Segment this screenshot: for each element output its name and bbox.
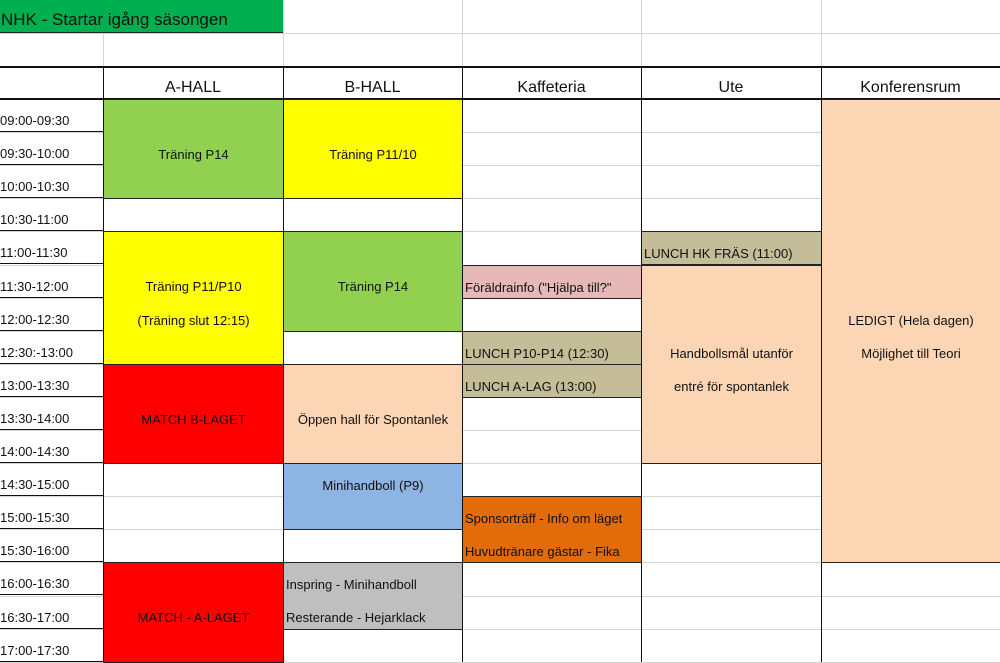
event-block[interactable]: Träning P11/10 [283, 99, 463, 200]
event-label: entré för spontanlek [674, 378, 789, 394]
event-label: MATCH B-LAGET [141, 411, 246, 427]
event-label: LUNCH P10-P14 (12:30) [465, 345, 609, 361]
event-block[interactable]: Öppen hall för Spontanlek [283, 363, 463, 465]
time-cell[interactable]: 10:30-11:00 [0, 198, 103, 232]
event-label: Möjlighet till Teori [861, 345, 961, 361]
column-border [283, 66, 284, 662]
time-cell[interactable]: 14:30-15:00 [0, 463, 103, 497]
event-block[interactable]: Minihandboll (P9) [283, 463, 463, 531]
event-label: Öppen hall för Spontanlek [297, 411, 449, 427]
event-label: Minihandboll (P9) [322, 478, 424, 494]
gridline [0, 595, 1000, 597]
event-label: Resterande - Hejarklack [286, 610, 426, 626]
event-label: (Träning slut 12:15) [137, 312, 250, 328]
gridline [0, 628, 1000, 630]
event-label: Träning P11/P10 [145, 279, 242, 295]
time-cell[interactable]: 15:00-15:30 [0, 496, 103, 530]
event-label: Träning P14 [158, 147, 229, 163]
column-border [462, 66, 463, 662]
event-block[interactable]: Föräldrainfo ("Hjälpa till?" [462, 264, 642, 299]
gridline [0, 165, 1000, 167]
event-label: Sponsorträff - Info om läget [465, 511, 623, 527]
event-block[interactable]: LUNCH P10-P14 (12:30) [462, 330, 642, 365]
event-block[interactable]: LUNCH HK FRÄS (11:00) [641, 231, 822, 266]
time-cell[interactable]: 11:30-12:00 [0, 265, 103, 298]
column-border [641, 66, 642, 662]
gridline [0, 132, 1000, 134]
event-label: LEDIGT (Hela dagen) [848, 312, 974, 328]
gridline [0, 33, 1000, 34]
event-label: MATCH - A-LAGET [137, 610, 250, 626]
column-header-konferensrum[interactable]: Konferensrum [821, 66, 1000, 100]
event-label: Handbollsmål utanför [670, 345, 793, 361]
time-cell[interactable]: 09:30-10:00 [0, 132, 103, 166]
column-header-ute[interactable]: Ute [641, 66, 821, 100]
event-block[interactable]: MATCH - A-LAGET [103, 562, 284, 663]
event-label: Huvudtränare gästar - Fika [465, 544, 620, 560]
column-header-kaffeteria[interactable]: Kaffeteria [462, 66, 641, 100]
time-cell[interactable]: 12:30:-13:00 [0, 331, 103, 364]
event-label: LUNCH A-LAG (13:00) [465, 378, 597, 394]
event-label: Träning P14 [337, 279, 409, 295]
event-block[interactable]: MATCH B-LAGET [103, 363, 284, 465]
time-cell[interactable]: 09:00-09:30 [0, 99, 103, 132]
gridline [0, 430, 1000, 431]
event-label: LUNCH HK FRÄS (11:00) [644, 246, 793, 262]
time-cell[interactable]: 10:00-10:30 [0, 165, 103, 199]
event-label: Föräldrainfo ("Hjälpa till?" [465, 279, 612, 295]
time-cell[interactable]: 11:00-11:30 [0, 231, 103, 265]
time-cell[interactable]: 12:00-12:30 [0, 298, 103, 331]
time-cell[interactable]: 16:00-16:30 [0, 562, 103, 596]
time-cell[interactable]: 13:30-14:00 [0, 397, 103, 430]
event-label: Inspring - Minihandboll [286, 577, 417, 593]
sheet-title[interactable]: NHK - Startar igång säsongen [0, 0, 283, 33]
time-cell[interactable]: 16:30-17:00 [0, 596, 103, 629]
column-border [103, 66, 104, 662]
event-block[interactable]: Sponsorträff - Info om läget Huvudtränare… [462, 496, 642, 564]
event-block[interactable]: Handbollsmål utanför entré för spontanlek [641, 264, 822, 465]
time-cell[interactable]: 13:00-13:30 [0, 364, 103, 397]
time-cell[interactable]: 17:00-17:30 [0, 629, 103, 662]
gridline [0, 198, 1000, 200]
column-header-b-hall[interactable]: B-HALL [283, 66, 462, 100]
column-header-empty[interactable] [0, 66, 103, 100]
event-block[interactable]: Inspring - Minihandboll Resterande - Heja… [283, 562, 463, 630]
time-cell[interactable]: 14:00-14:30 [0, 430, 103, 463]
column-header-a-hall[interactable]: A-HALL [103, 66, 283, 100]
event-block[interactable]: Träning P14 [103, 99, 284, 200]
event-block[interactable]: LUNCH A-LAG (13:00) [462, 363, 642, 398]
event-block[interactable]: Träning P11/P10 (Träning slut 12:15) [103, 231, 284, 365]
event-label: Träning P11/10 [329, 147, 417, 163]
gridline [0, 463, 1000, 465]
time-cell[interactable]: 15:30-16:00 [0, 529, 103, 563]
column-border [821, 66, 822, 662]
event-block[interactable]: LEDIGT (Hela dagen) Möjlighet till Teori [821, 99, 1000, 564]
event-block[interactable]: Träning P14 [283, 231, 463, 332]
gridline [0, 231, 1000, 233]
